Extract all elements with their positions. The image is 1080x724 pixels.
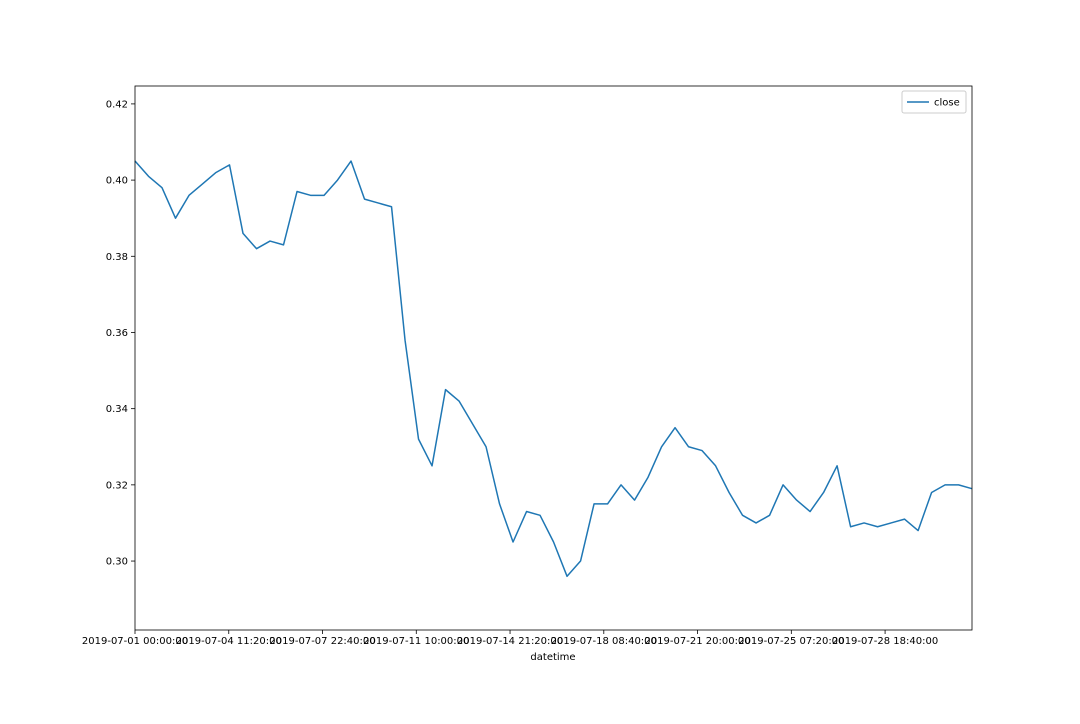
x-tick-label: 2019-07-07 22:40:00 xyxy=(269,636,375,647)
y-tick-label: 0.36 xyxy=(106,328,128,339)
x-tick-label: 2019-07-11 10:00:00 xyxy=(363,636,469,647)
legend-label: close xyxy=(934,98,960,109)
legend-box xyxy=(901,90,967,114)
y-tick-label: 0.42 xyxy=(106,99,128,110)
x-tick-label: 2019-07-04 11:20:00 xyxy=(176,636,282,647)
y-tick-label: 0.34 xyxy=(106,404,128,415)
y-tick-label: 0.30 xyxy=(106,557,128,568)
x-axis-label: datetime xyxy=(530,652,575,663)
x-tick-label: 2019-07-01 00:00:00 xyxy=(82,636,188,647)
plot-frame xyxy=(134,85,973,631)
x-tick-label: 2019-07-14 21:20:00 xyxy=(457,636,563,647)
x-tick-label: 2019-07-18 08:40:00 xyxy=(551,636,657,647)
y-tick-label: 0.38 xyxy=(106,252,128,263)
y-tick-label: 0.32 xyxy=(106,480,128,491)
x-tick-label: 2019-07-28 18:40:00 xyxy=(832,636,938,647)
line xyxy=(134,160,973,578)
x-tick-label: 2019-07-25 07:20:00 xyxy=(738,636,844,647)
y-tick-label: 0.40 xyxy=(106,176,128,187)
legend: close xyxy=(901,90,967,114)
x-tick-label: 2019-07-21 20:00:00 xyxy=(644,636,750,647)
